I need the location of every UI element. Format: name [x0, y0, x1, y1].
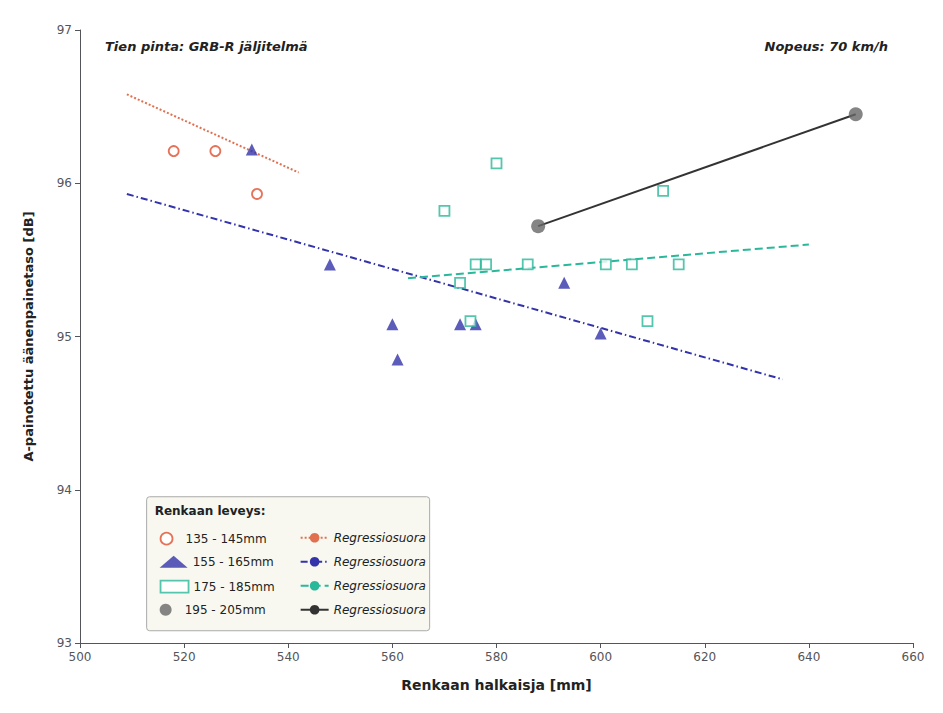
svg-text:640: 640: [797, 650, 820, 664]
svg-text:95: 95: [57, 330, 72, 344]
svg-text:155 - 165mm: 155 - 165mm: [193, 555, 274, 569]
svg-text:540: 540: [277, 650, 300, 664]
svg-text:97: 97: [57, 23, 72, 37]
svg-text:520: 520: [173, 650, 196, 664]
svg-text:Renkaan halkaisja [mm]: Renkaan halkaisja [mm]: [401, 677, 591, 693]
svg-text:93: 93: [57, 636, 72, 650]
svg-text:Renkaan leveys:: Renkaan leveys:: [155, 504, 266, 518]
svg-text:600: 600: [589, 650, 612, 664]
svg-text:660: 660: [902, 650, 925, 664]
svg-text:96: 96: [57, 176, 72, 190]
svg-text:94: 94: [57, 483, 72, 497]
svg-text:620: 620: [693, 650, 716, 664]
svg-text:560: 560: [381, 650, 404, 664]
svg-text:Regressiosuora: Regressiosuora: [334, 531, 426, 545]
svg-text:Regressiosuora: Regressiosuora: [334, 579, 426, 593]
svg-text:195 - 205mm: 195 - 205mm: [185, 603, 266, 617]
svg-text:175 - 185mm: 175 - 185mm: [194, 580, 275, 594]
svg-text:500: 500: [69, 650, 92, 664]
svg-text:Regressiosuora: Regressiosuora: [334, 603, 426, 617]
svg-text:580: 580: [485, 650, 508, 664]
svg-text:A-painotettu äänenpainetaso [d: A-painotettu äänenpainetaso [dB]: [21, 211, 36, 461]
svg-text:Nopeus: 70 km/h: Nopeus: 70 km/h: [765, 39, 888, 54]
svg-text:Tien pinta: GRB-R jäljitelmä: Tien pinta: GRB-R jäljitelmä: [105, 39, 308, 54]
svg-text:135 - 145mm: 135 - 145mm: [186, 532, 267, 546]
svg-text:Regressiosuora: Regressiosuora: [334, 555, 426, 569]
